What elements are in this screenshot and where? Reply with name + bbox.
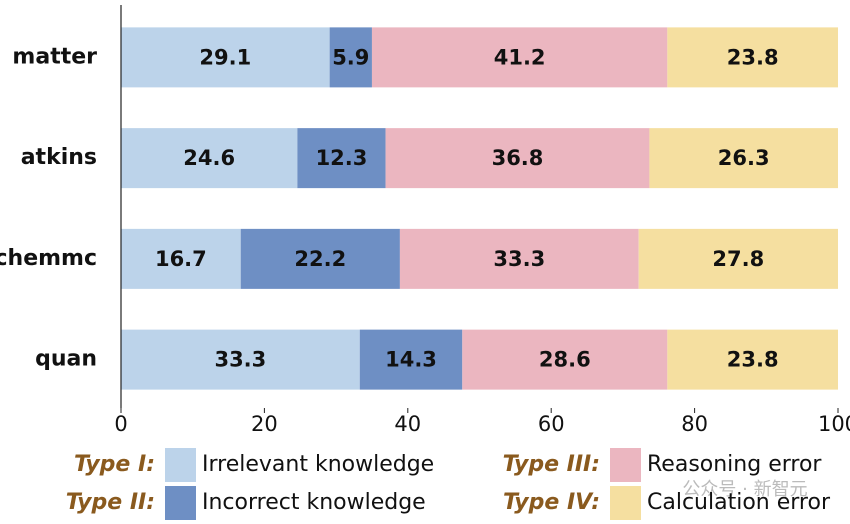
bar-segment [121, 128, 298, 189]
y-tick-label: chemmc [0, 246, 97, 271]
bar-segment [121, 329, 360, 390]
legend-type-label: Type IV: [503, 490, 600, 515]
y-tick-label: atkins [21, 145, 97, 170]
bar-segment [240, 228, 400, 289]
bar-segment [121, 228, 241, 289]
watermark: 公众号 · 新智元 [682, 479, 807, 500]
legend-type-label: Type III: [503, 452, 600, 477]
data-label: 5.9 [332, 45, 369, 69]
data-label: 36.8 [492, 146, 544, 170]
legend-swatch [610, 486, 641, 520]
data-label: 29.1 [199, 45, 251, 69]
data-label: 33.3 [493, 247, 545, 271]
legend-type-label: Type II: [66, 490, 155, 515]
bar-segment [329, 27, 372, 88]
bar-segment [462, 329, 668, 390]
data-label: 14.3 [385, 348, 437, 372]
bar-segment [359, 329, 463, 390]
legend-label: Reasoning error [647, 452, 822, 477]
bar-segment [385, 128, 650, 189]
data-label: 16.7 [155, 247, 207, 271]
x-tick-label: 100 [818, 412, 850, 436]
data-label: 26.3 [718, 146, 770, 170]
y-tick-label: quan [35, 347, 97, 372]
legend-type-label: Type I: [74, 452, 155, 477]
bar-segment [667, 27, 838, 88]
x-tick-label: 0 [114, 412, 127, 436]
data-label: 33.3 [214, 348, 266, 372]
x-tick-label: 60 [538, 412, 565, 436]
legend-swatch [165, 448, 196, 482]
bar-segment [649, 128, 838, 189]
bar-segment [667, 329, 838, 390]
bar-segment [297, 128, 386, 189]
bar-segment [121, 27, 330, 88]
x-tick-label: 80 [681, 412, 708, 436]
data-label: 27.8 [712, 247, 764, 271]
legend-label: Irrelevant knowledge [202, 452, 434, 477]
bar-segment [638, 228, 838, 289]
data-label: 24.6 [183, 146, 235, 170]
data-label: 23.8 [727, 45, 779, 69]
data-label: 12.3 [316, 146, 368, 170]
x-tick-label: 40 [394, 412, 421, 436]
legend-label: Calculation error [647, 490, 831, 515]
x-tick-label: 20 [251, 412, 278, 436]
legend-label: Incorrect knowledge [202, 490, 426, 515]
data-label: 23.8 [727, 348, 779, 372]
data-label: 41.2 [494, 45, 546, 69]
bar-segment [371, 27, 668, 88]
legend-swatch [610, 448, 641, 482]
bar-segment [399, 228, 639, 289]
data-label: 28.6 [539, 348, 591, 372]
data-label: 22.2 [294, 247, 346, 271]
legend-swatch [165, 486, 196, 520]
y-tick-label: matter [12, 44, 97, 69]
